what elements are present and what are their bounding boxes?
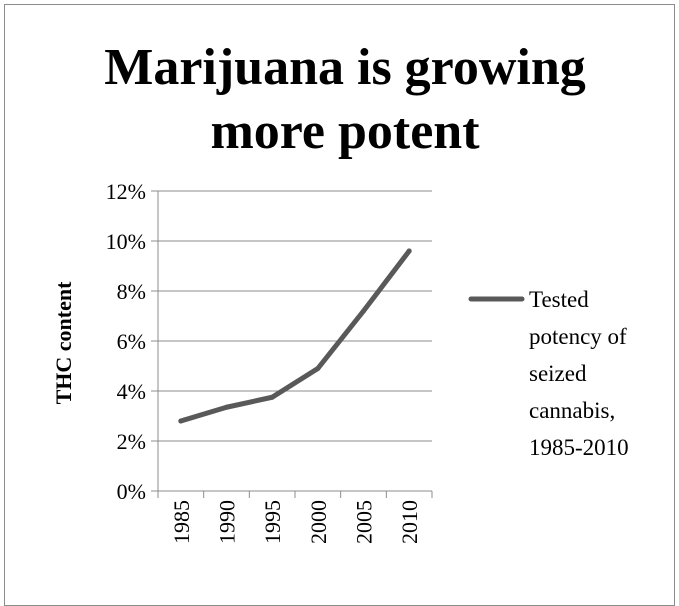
data-point-1985 — [178, 418, 184, 424]
y-tick-labels: 0% 2% 4% 6% 8% 10% 12% — [106, 179, 146, 504]
x-tick-label-2005: 2005 — [352, 500, 377, 544]
legend-label-line-2: potency of — [529, 324, 627, 349]
data-point-2005 — [361, 308, 366, 314]
chart-title-line-1: Marijuana is growing — [104, 39, 586, 96]
data-point-1990 — [224, 404, 229, 410]
data-point-2010 — [406, 248, 412, 254]
x-tick-label-2010: 2010 — [397, 500, 422, 544]
data-point-1995 — [269, 394, 275, 400]
x-tick-labels: 1985 1990 1995 2000 2005 2010 — [169, 500, 422, 544]
y-tick-label-2: 4% — [117, 379, 146, 404]
y-tick-label-1: 2% — [117, 429, 146, 454]
chart-title-line-2: more potent — [210, 103, 480, 160]
chart-frame — [4, 4, 675, 606]
legend-label-line-1: Tested — [529, 287, 589, 312]
y-axis-title: THC content — [51, 281, 76, 405]
y-tick-label-4: 8% — [117, 279, 146, 304]
chart-canvas: Marijuana is growing more potent THC con… — [51, 39, 629, 544]
y-tick-label-3: 6% — [117, 329, 146, 354]
legend: Tested potency of seized cannabis, 1985-… — [468, 287, 629, 460]
series-line-0 — [178, 248, 412, 424]
y-tick-label-6: 12% — [106, 179, 146, 204]
gridlines — [158, 190, 432, 442]
y-tick-label-0: 0% — [117, 479, 146, 504]
data-point-2000 — [315, 366, 321, 371]
chart-title: Marijuana is growing more potent — [104, 39, 586, 160]
x-tick-label-2000: 2000 — [306, 500, 331, 544]
legend-label-line-4: cannabis, — [529, 398, 615, 423]
legend-label-line-5: 1985-2010 — [529, 435, 629, 460]
y-tick-label-5: 10% — [106, 229, 146, 254]
series-layer — [178, 248, 412, 424]
legend-label-line-3: seized — [529, 361, 587, 386]
x-tick-label-1995: 1995 — [260, 500, 285, 544]
x-tick-label-1990: 1990 — [215, 500, 240, 544]
x-tick-label-1985: 1985 — [169, 500, 194, 544]
axes — [151, 190, 433, 498]
